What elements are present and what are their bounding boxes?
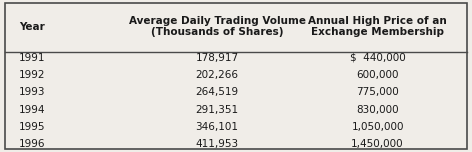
Text: $  440,000: $ 440,000 bbox=[350, 53, 405, 63]
Text: 1994: 1994 bbox=[19, 105, 45, 115]
Text: Average Daily Trading Volume
(Thousands of Shares): Average Daily Trading Volume (Thousands … bbox=[128, 16, 306, 37]
Text: 1,050,000: 1,050,000 bbox=[351, 122, 404, 132]
Text: 291,351: 291,351 bbox=[195, 105, 239, 115]
Text: 1995: 1995 bbox=[19, 122, 45, 132]
Text: 264,519: 264,519 bbox=[195, 87, 239, 97]
Text: 1996: 1996 bbox=[19, 139, 45, 149]
Text: 1991: 1991 bbox=[19, 53, 45, 63]
Text: 1992: 1992 bbox=[19, 70, 45, 80]
Text: 178,917: 178,917 bbox=[195, 53, 239, 63]
Text: 411,953: 411,953 bbox=[195, 139, 239, 149]
Text: Year: Year bbox=[19, 22, 45, 32]
FancyBboxPatch shape bbox=[5, 3, 467, 149]
Text: 775,000: 775,000 bbox=[356, 87, 399, 97]
Text: 1993: 1993 bbox=[19, 87, 45, 97]
Text: 830,000: 830,000 bbox=[356, 105, 399, 115]
Text: Annual High Price of an
Exchange Membership: Annual High Price of an Exchange Members… bbox=[308, 16, 447, 37]
Text: 1,450,000: 1,450,000 bbox=[351, 139, 404, 149]
Text: 600,000: 600,000 bbox=[356, 70, 399, 80]
Text: 202,266: 202,266 bbox=[195, 70, 239, 80]
Text: 346,101: 346,101 bbox=[195, 122, 239, 132]
